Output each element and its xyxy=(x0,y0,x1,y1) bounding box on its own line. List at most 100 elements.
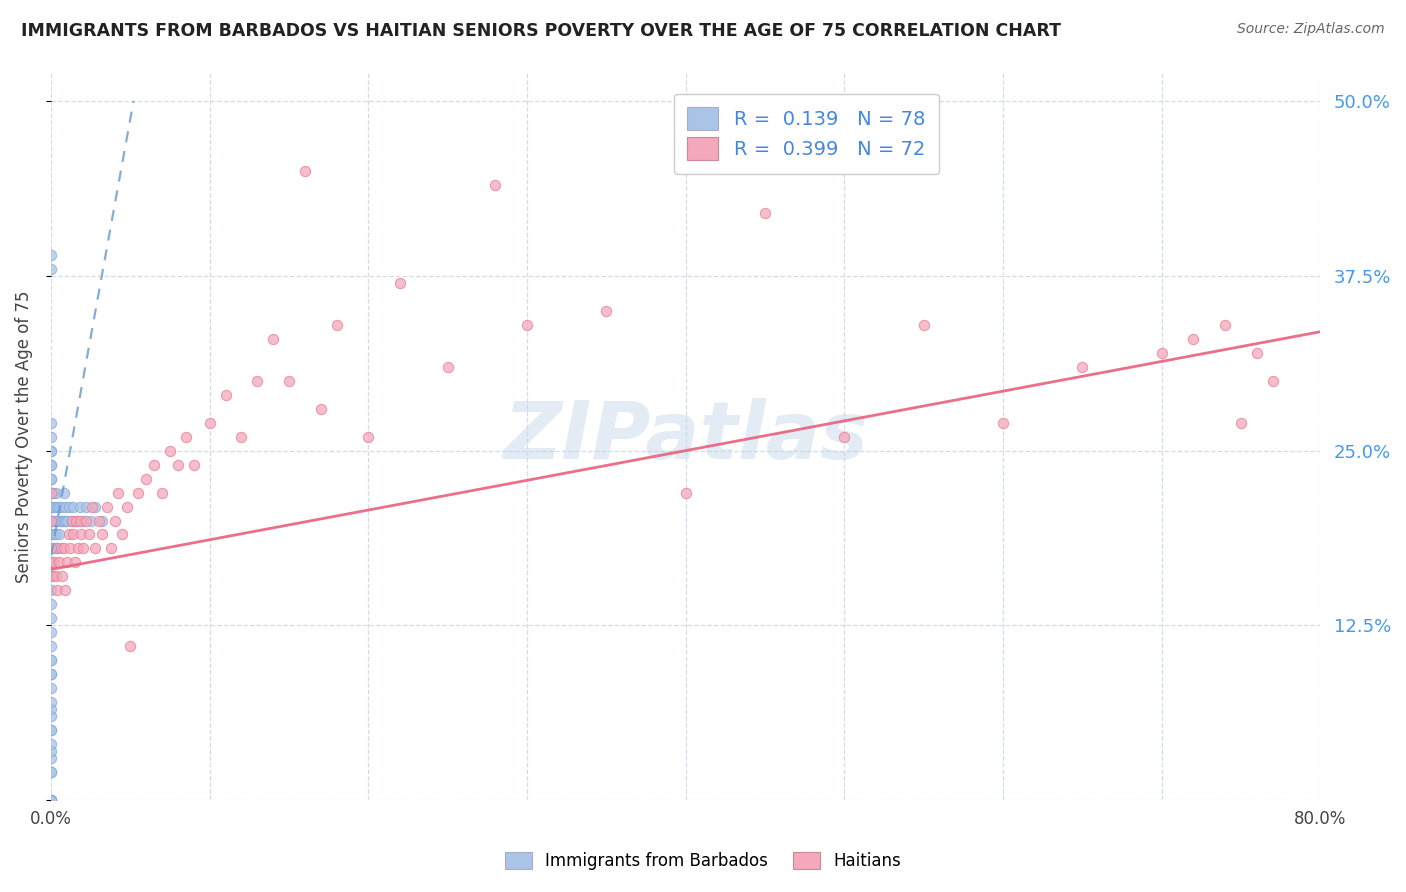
Y-axis label: Seniors Poverty Over the Age of 75: Seniors Poverty Over the Age of 75 xyxy=(15,291,32,582)
Point xyxy=(39,527,62,541)
Point xyxy=(39,709,62,723)
Point xyxy=(52,514,75,528)
Point xyxy=(103,514,125,528)
Text: IMMIGRANTS FROM BARBADOS VS HAITIAN SENIORS POVERTY OVER THE AGE OF 75 CORRELATI: IMMIGRANTS FROM BARBADOS VS HAITIAN SENI… xyxy=(21,22,1062,40)
Point xyxy=(39,500,62,514)
Point xyxy=(87,514,110,528)
Point xyxy=(58,500,80,514)
Point xyxy=(39,653,62,667)
Point xyxy=(436,359,458,374)
Point xyxy=(65,514,87,528)
Point xyxy=(39,583,62,598)
Point xyxy=(39,793,62,807)
Point xyxy=(39,261,62,276)
Point xyxy=(39,653,62,667)
Point xyxy=(675,485,697,500)
Point xyxy=(1071,359,1094,374)
Point xyxy=(96,500,118,514)
Point xyxy=(51,569,73,583)
Text: ZIPatlas: ZIPatlas xyxy=(503,398,869,475)
Point xyxy=(69,500,91,514)
Point xyxy=(39,723,62,738)
Point xyxy=(278,374,301,388)
Point xyxy=(39,443,62,458)
Point xyxy=(44,500,66,514)
Point xyxy=(1230,416,1253,430)
Point xyxy=(39,744,62,758)
Point xyxy=(75,514,97,528)
Point xyxy=(90,527,112,541)
Point xyxy=(39,765,62,780)
Point xyxy=(45,569,67,583)
Point xyxy=(214,387,236,401)
Point xyxy=(44,527,66,541)
Point xyxy=(45,514,67,528)
Point xyxy=(754,206,776,220)
Point xyxy=(834,429,856,443)
Point xyxy=(69,514,91,528)
Point xyxy=(39,611,62,625)
Point xyxy=(41,569,63,583)
Point xyxy=(53,514,76,528)
Point xyxy=(1150,345,1173,359)
Point xyxy=(56,514,79,528)
Point xyxy=(167,458,190,472)
Point xyxy=(63,556,86,570)
Point xyxy=(39,569,62,583)
Point xyxy=(56,556,79,570)
Point xyxy=(53,583,76,598)
Point xyxy=(127,485,149,500)
Point xyxy=(159,443,181,458)
Point xyxy=(48,500,70,514)
Point xyxy=(150,485,173,500)
Point xyxy=(39,485,62,500)
Point xyxy=(39,471,62,485)
Point xyxy=(39,527,62,541)
Point xyxy=(39,751,62,765)
Point xyxy=(39,681,62,696)
Point xyxy=(49,514,72,528)
Point xyxy=(39,416,62,430)
Point xyxy=(39,541,62,556)
Point xyxy=(84,500,107,514)
Point xyxy=(60,514,83,528)
Point xyxy=(39,737,62,751)
Point xyxy=(39,556,62,570)
Point xyxy=(59,541,82,556)
Point xyxy=(51,500,73,514)
Point xyxy=(82,500,104,514)
Point xyxy=(58,527,80,541)
Point xyxy=(39,793,62,807)
Point xyxy=(39,723,62,738)
Point xyxy=(39,485,62,500)
Point xyxy=(262,332,284,346)
Point xyxy=(39,695,62,709)
Point xyxy=(198,416,221,430)
Point xyxy=(49,541,72,556)
Point xyxy=(39,514,62,528)
Point xyxy=(48,527,70,541)
Point xyxy=(46,541,69,556)
Point xyxy=(389,276,412,290)
Point xyxy=(60,514,83,528)
Point xyxy=(45,485,67,500)
Point xyxy=(39,485,62,500)
Point xyxy=(39,793,62,807)
Point xyxy=(991,416,1014,430)
Point xyxy=(39,471,62,485)
Point xyxy=(39,793,62,807)
Point xyxy=(39,765,62,780)
Point xyxy=(246,374,269,388)
Point xyxy=(52,541,75,556)
Point xyxy=(231,429,253,443)
Point xyxy=(39,667,62,681)
Point xyxy=(41,514,63,528)
Point xyxy=(46,500,69,514)
Legend: Immigrants from Barbados, Haitians: Immigrants from Barbados, Haitians xyxy=(499,845,907,877)
Point xyxy=(39,514,62,528)
Point xyxy=(39,514,62,528)
Point xyxy=(62,527,84,541)
Point xyxy=(912,318,935,332)
Point xyxy=(39,443,62,458)
Point xyxy=(39,598,62,612)
